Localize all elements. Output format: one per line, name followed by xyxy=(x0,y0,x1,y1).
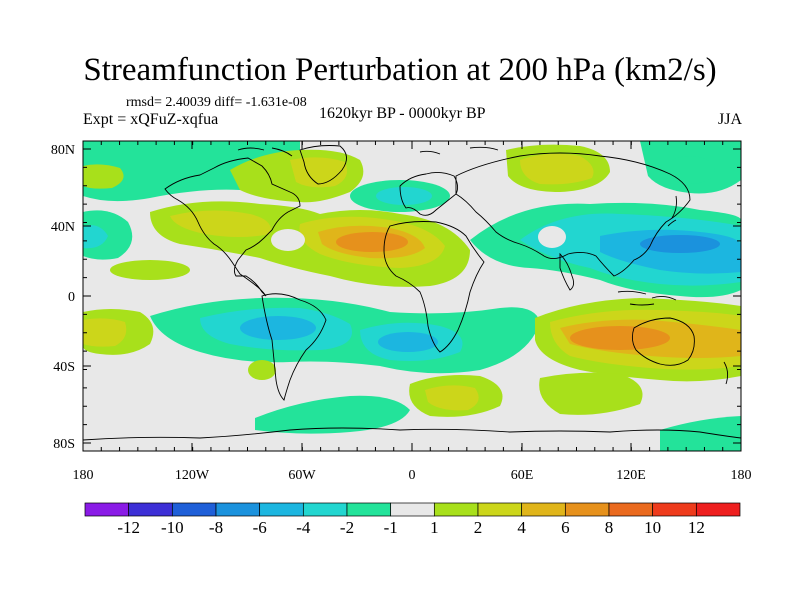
colorbar-label: -12 xyxy=(117,518,140,537)
colorbar-label: -4 xyxy=(296,518,311,537)
coast-africa xyxy=(383,221,485,353)
stats-text: rmsd= 2.40039 diff= -1.631e-08 xyxy=(126,95,307,110)
colorbar-label: 4 xyxy=(517,518,526,537)
axis-ticks xyxy=(82,141,742,451)
lon-label-0: 0 xyxy=(409,468,416,483)
contour-fields xyxy=(83,141,741,451)
colorbar-label: 6 xyxy=(561,518,570,537)
coast-india xyxy=(559,252,575,291)
coast-arctic-islands xyxy=(237,146,499,157)
colorbar-label: 1 xyxy=(430,518,439,537)
coast-europe xyxy=(399,171,459,216)
lat-label-0: 0 xyxy=(68,290,75,305)
coast-asia xyxy=(455,152,691,277)
coast-indonesia xyxy=(617,290,677,306)
colorbar-label: -1 xyxy=(384,518,398,537)
positive-anomaly-regions xyxy=(83,144,741,417)
colorbar-labels: -12 -10 -8 -6 -4 -2 -1 1 2 4 6 8 10 12 xyxy=(117,518,705,537)
coast-north-america xyxy=(164,157,301,297)
colorbar-swatch xyxy=(171,502,217,517)
lat-label-40n: 40N xyxy=(51,220,75,235)
lat-label-40s: 40S xyxy=(53,360,75,375)
coastlines xyxy=(83,145,741,441)
coast-south-america xyxy=(261,293,327,401)
lat-label-80s: 80S xyxy=(53,437,75,452)
lon-label-120e: 120E xyxy=(616,468,646,483)
colorbar-label: -8 xyxy=(209,518,223,537)
colorbar-label: 2 xyxy=(474,518,483,537)
colorbar-swatch xyxy=(128,502,173,517)
lon-label-60e: 60E xyxy=(511,468,534,483)
colorbar-label: -6 xyxy=(253,518,267,537)
colorbar xyxy=(84,502,741,517)
colorbar-swatch xyxy=(302,502,348,517)
colorbar-swatch xyxy=(695,502,741,517)
period-label: 1620kyr BP - 0000kyr BP xyxy=(319,105,486,122)
plot-title: Streamfunction Perturbation at 200 hPa (… xyxy=(83,52,717,88)
lon-label-180w: 180 xyxy=(73,468,94,483)
coast-greenland xyxy=(299,145,347,185)
lon-label-60w: 60W xyxy=(288,468,316,483)
colorbar-swatch xyxy=(477,502,523,517)
coast-australia xyxy=(631,317,695,366)
colorbar-swatch xyxy=(84,502,130,517)
latitude-axis: 80N 40N 0 40S 80S xyxy=(51,143,75,452)
colorbar-swatch xyxy=(346,502,392,517)
colorbar-swatch xyxy=(652,502,697,517)
colorbar-label: 8 xyxy=(605,518,614,537)
colorbar-swatch xyxy=(521,502,566,517)
colorbar-swatch xyxy=(215,502,261,517)
experiment-label: Expt = xQFuZ-xqfua xyxy=(83,111,219,128)
lon-label-120w: 120W xyxy=(175,468,210,483)
coast-antarctica xyxy=(83,427,741,441)
colorbar-label: -2 xyxy=(340,518,354,537)
longitude-axis: 180 120W 60W 0 60E 120E 180 xyxy=(73,468,752,483)
colorbar-swatch xyxy=(608,502,654,517)
colorbar-swatch xyxy=(564,502,610,517)
colorbar-swatch xyxy=(433,502,479,517)
colorbar-label: -10 xyxy=(161,518,184,537)
lat-label-80n: 80N xyxy=(51,143,75,158)
colorbar-swatch xyxy=(390,502,435,517)
coast-new-zealand xyxy=(723,361,729,385)
coast-japan xyxy=(667,195,677,227)
colorbar-label: 12 xyxy=(688,518,705,537)
colorbar-label: 10 xyxy=(644,518,661,537)
lon-label-180e: 180 xyxy=(731,468,752,483)
colorbar-swatch xyxy=(259,502,304,517)
season-label: JJA xyxy=(717,111,742,128)
